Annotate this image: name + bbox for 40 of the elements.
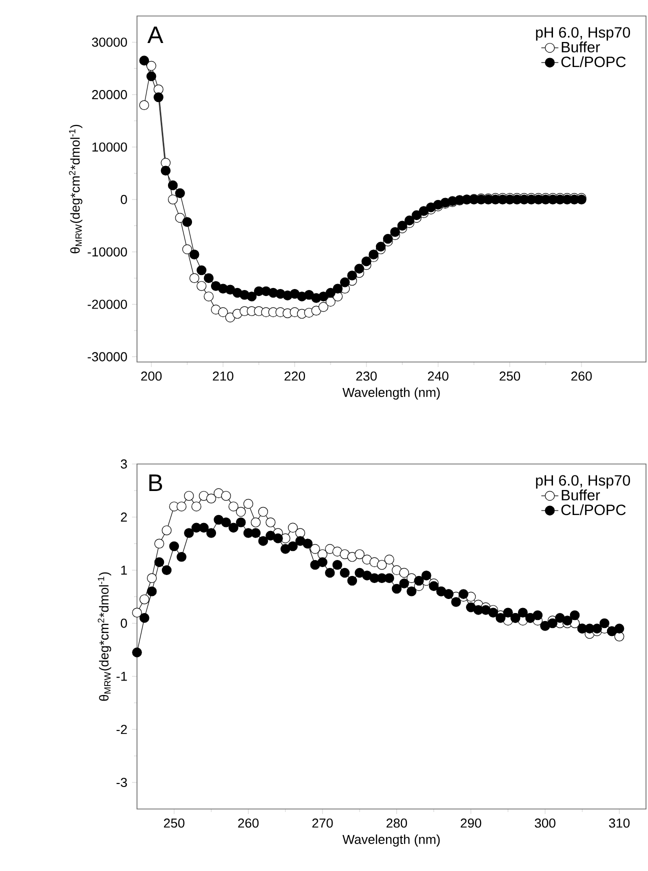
- y-tick-label: -2: [116, 724, 127, 734]
- y-tick-label: -1: [116, 672, 127, 681]
- y-tick-label: 0: [120, 618, 127, 628]
- y-tick-label: 2: [120, 512, 127, 522]
- x-tick-label: 270: [312, 818, 333, 828]
- x-tick-label: 220: [284, 372, 306, 381]
- y-tick-label: 20000: [92, 90, 127, 100]
- y-tick-label: -3: [116, 778, 127, 788]
- legend-label: Buffer: [562, 489, 600, 500]
- y-axis-title: θ$_{MRW}$(deg*cm$^{2}$*dmol$^{-1}$): [68, 124, 82, 254]
- y-tick-label: -20000: [88, 300, 127, 309]
- x-axis-title: Wavelength (nm): [342, 834, 440, 847]
- legend-title: pH 6.0, Hsp70: [536, 475, 630, 489]
- x-tick-label: 260: [571, 372, 592, 381]
- x-tick-label: 250: [164, 818, 184, 828]
- x-tick-label: 200: [141, 372, 162, 381]
- x-tick-label: 240: [428, 372, 448, 381]
- legend-label: CL/POPC: [561, 504, 626, 516]
- y-tick-label: -10000: [88, 247, 127, 256]
- x-tick-label: 290: [460, 818, 482, 828]
- x-tick-label: 230: [356, 372, 377, 381]
- legend-label: CL/POPC: [561, 56, 626, 68]
- annotation: B: [149, 474, 162, 492]
- y-tick-label: 30000: [92, 38, 127, 47]
- annotation: A: [147, 26, 164, 44]
- y-tick-label: 3: [120, 459, 127, 469]
- legend-title: pH 6.0, Hsp70: [536, 27, 630, 41]
- y-tick-label: -30000: [88, 352, 127, 362]
- legend-label: Buffer: [562, 41, 600, 52]
- x-tick-label: 310: [608, 818, 630, 828]
- x-tick-label: 250: [500, 372, 520, 381]
- x-tick-label: 260: [238, 818, 259, 828]
- x-tick-label: 280: [386, 818, 407, 828]
- x-tick-label: 210: [212, 372, 234, 381]
- x-axis-title: Wavelength (nm): [342, 388, 440, 400]
- y-axis-title: θ$_{MRW}$(deg*cm$^{2}$*dmol$^{-1}$): [98, 572, 112, 701]
- x-tick-label: 300: [534, 818, 556, 828]
- y-tick-label: 10000: [92, 142, 127, 152]
- y-tick-label: 0: [120, 194, 127, 204]
- y-tick-label: 1: [121, 566, 127, 575]
